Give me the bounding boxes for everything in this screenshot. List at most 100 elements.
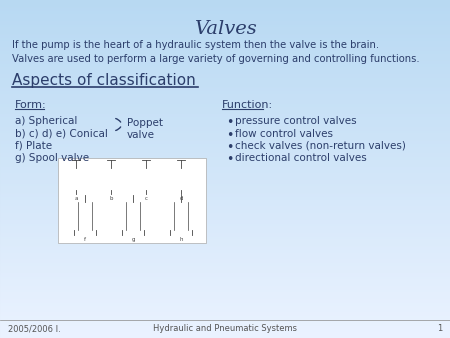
- Bar: [0, 307, 450, 308]
- Bar: [0, 182, 450, 183]
- Bar: [0, 0, 450, 1]
- Bar: [0, 256, 450, 257]
- Bar: [0, 234, 450, 235]
- Bar: [0, 238, 450, 239]
- Bar: [0, 255, 450, 256]
- Bar: [0, 335, 450, 336]
- Bar: [0, 147, 450, 148]
- Bar: [0, 205, 450, 206]
- Bar: [162, 202, 200, 230]
- Bar: [0, 109, 450, 110]
- Bar: [0, 18, 450, 19]
- Bar: [0, 196, 450, 197]
- Bar: [0, 67, 450, 68]
- Bar: [0, 40, 450, 41]
- Bar: [0, 94, 450, 95]
- Bar: [0, 45, 450, 46]
- Bar: [0, 55, 450, 56]
- Bar: [0, 174, 450, 175]
- Bar: [0, 164, 450, 165]
- Bar: [103, 168, 119, 190]
- Bar: [0, 145, 450, 146]
- Bar: [0, 283, 450, 284]
- Text: f) Plate: f) Plate: [15, 141, 52, 151]
- Bar: [0, 327, 450, 328]
- Bar: [0, 152, 450, 153]
- Bar: [0, 167, 450, 168]
- Text: •: •: [226, 116, 234, 129]
- Bar: [0, 1, 450, 2]
- Bar: [0, 146, 450, 147]
- Text: a) Spherical: a) Spherical: [15, 116, 77, 126]
- Bar: [0, 241, 450, 242]
- Bar: [0, 159, 450, 160]
- Text: Poppet
valve: Poppet valve: [127, 118, 163, 140]
- Bar: [0, 114, 450, 115]
- Bar: [0, 230, 450, 231]
- Bar: [0, 60, 450, 61]
- Bar: [0, 103, 450, 104]
- Bar: [0, 312, 450, 313]
- Bar: [0, 38, 450, 39]
- Bar: [0, 269, 450, 270]
- Bar: [0, 2, 450, 3]
- Bar: [0, 190, 450, 191]
- Bar: [0, 9, 450, 10]
- Bar: [0, 225, 450, 226]
- Text: 2005/2006 I.: 2005/2006 I.: [8, 324, 61, 333]
- Bar: [0, 8, 450, 9]
- Bar: [0, 161, 450, 162]
- Bar: [0, 179, 450, 180]
- Bar: [0, 51, 450, 52]
- Bar: [0, 56, 450, 57]
- Bar: [0, 52, 450, 53]
- Bar: [0, 5, 450, 6]
- Text: Form:: Form:: [15, 100, 47, 110]
- Bar: [0, 43, 450, 44]
- Bar: [0, 49, 450, 50]
- Bar: [0, 120, 450, 121]
- Bar: [0, 325, 450, 326]
- Bar: [0, 186, 450, 187]
- Bar: [0, 293, 450, 294]
- Bar: [0, 61, 450, 62]
- Bar: [0, 20, 450, 21]
- Bar: [0, 136, 450, 137]
- Text: flow control valves: flow control valves: [235, 129, 333, 139]
- Bar: [0, 260, 450, 261]
- Bar: [0, 119, 450, 120]
- Text: Aspects of classification: Aspects of classification: [12, 73, 196, 88]
- Bar: [0, 12, 450, 13]
- Bar: [0, 198, 450, 199]
- Bar: [0, 192, 450, 193]
- Bar: [0, 107, 450, 108]
- Bar: [0, 279, 450, 280]
- Bar: [0, 239, 450, 240]
- Bar: [0, 124, 450, 125]
- Bar: [0, 336, 450, 337]
- Text: f: f: [84, 237, 86, 242]
- Bar: [0, 332, 450, 333]
- Bar: [0, 299, 450, 300]
- Bar: [0, 122, 450, 123]
- Bar: [0, 105, 450, 106]
- Bar: [0, 333, 450, 334]
- Bar: [0, 39, 450, 40]
- Bar: [0, 221, 450, 222]
- Text: g: g: [131, 237, 135, 242]
- Text: directional control valves: directional control valves: [235, 153, 367, 163]
- Bar: [0, 75, 450, 76]
- Bar: [0, 128, 450, 129]
- Bar: [0, 208, 450, 209]
- Bar: [0, 274, 450, 275]
- Bar: [0, 187, 450, 188]
- Bar: [0, 36, 450, 37]
- Bar: [0, 66, 450, 67]
- Bar: [0, 321, 450, 322]
- Bar: [0, 106, 450, 107]
- Bar: [0, 337, 450, 338]
- Bar: [0, 298, 450, 299]
- Bar: [0, 202, 450, 203]
- Bar: [0, 250, 450, 251]
- Bar: [0, 330, 450, 331]
